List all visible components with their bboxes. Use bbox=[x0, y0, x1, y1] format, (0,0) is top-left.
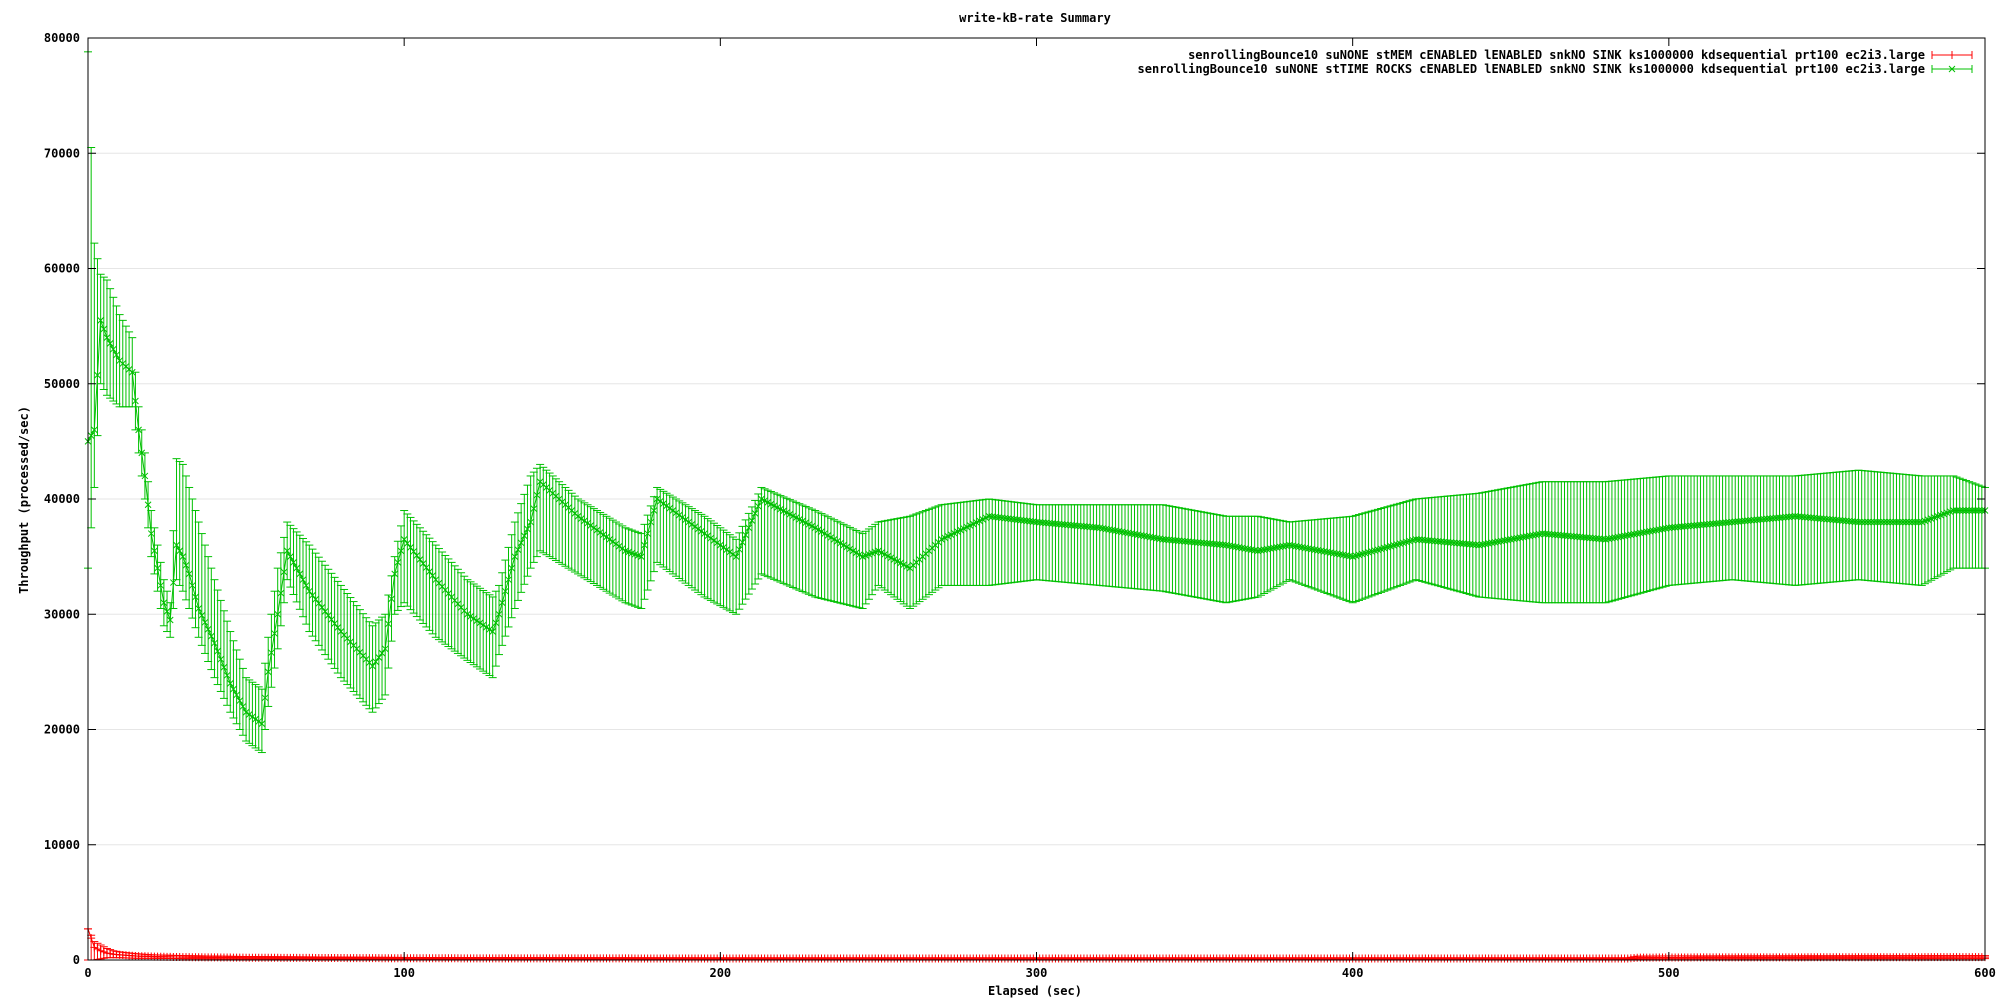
y-tick-label: 80000 bbox=[44, 31, 80, 45]
series-line bbox=[87, 320, 1985, 725]
grid-lines bbox=[88, 152, 1985, 846]
y-tick-label: 70000 bbox=[44, 146, 80, 160]
y-tick-label: 40000 bbox=[44, 492, 80, 506]
y-tick-label: 20000 bbox=[44, 723, 80, 737]
x-tick-label: 300 bbox=[1026, 966, 1048, 980]
x-tick-label: 500 bbox=[1658, 966, 1680, 980]
x-tick-label: 600 bbox=[1974, 966, 1996, 980]
y-axis-label: Throughput (processed/sec) bbox=[17, 406, 31, 594]
legend-label: senrollingBounce10 suNONE stTIME ROCKS c… bbox=[1138, 62, 1925, 76]
series-2 bbox=[84, 51, 1989, 754]
x-tick-label: 200 bbox=[709, 966, 731, 980]
y-tick-label: 60000 bbox=[44, 262, 80, 276]
legend-item-1: senrollingBounce10 suNONE stMEM cENABLED… bbox=[1188, 48, 1973, 62]
legend-label: senrollingBounce10 suNONE stMEM cENABLED… bbox=[1188, 48, 1925, 62]
x-axis-label: Elapsed (sec) bbox=[988, 984, 1082, 998]
legend-marker bbox=[1948, 65, 1956, 73]
y-tick-label: 10000 bbox=[44, 838, 80, 852]
legend: senrollingBounce10 suNONE stMEM cENABLED… bbox=[1138, 48, 1973, 76]
y-tick-label: 0 bbox=[73, 953, 80, 967]
series-1 bbox=[84, 924, 1989, 963]
x-tick-label: 0 bbox=[84, 966, 91, 980]
chart-title: write-kB-rate Summary bbox=[959, 11, 1111, 25]
x-tick-label: 100 bbox=[393, 966, 415, 980]
y-tick-label: 30000 bbox=[44, 607, 80, 621]
legend-item-2: senrollingBounce10 suNONE stTIME ROCKS c… bbox=[1138, 62, 1973, 76]
y-tick-label: 50000 bbox=[44, 377, 80, 391]
legend-marker bbox=[1948, 51, 1956, 59]
plot-area bbox=[84, 51, 1989, 963]
axis-ticks: 0 10000 20000 30000 40000 50000 60000 70000 8000… bbox=[44, 31, 1996, 980]
x-tick-label: 400 bbox=[1342, 966, 1364, 980]
